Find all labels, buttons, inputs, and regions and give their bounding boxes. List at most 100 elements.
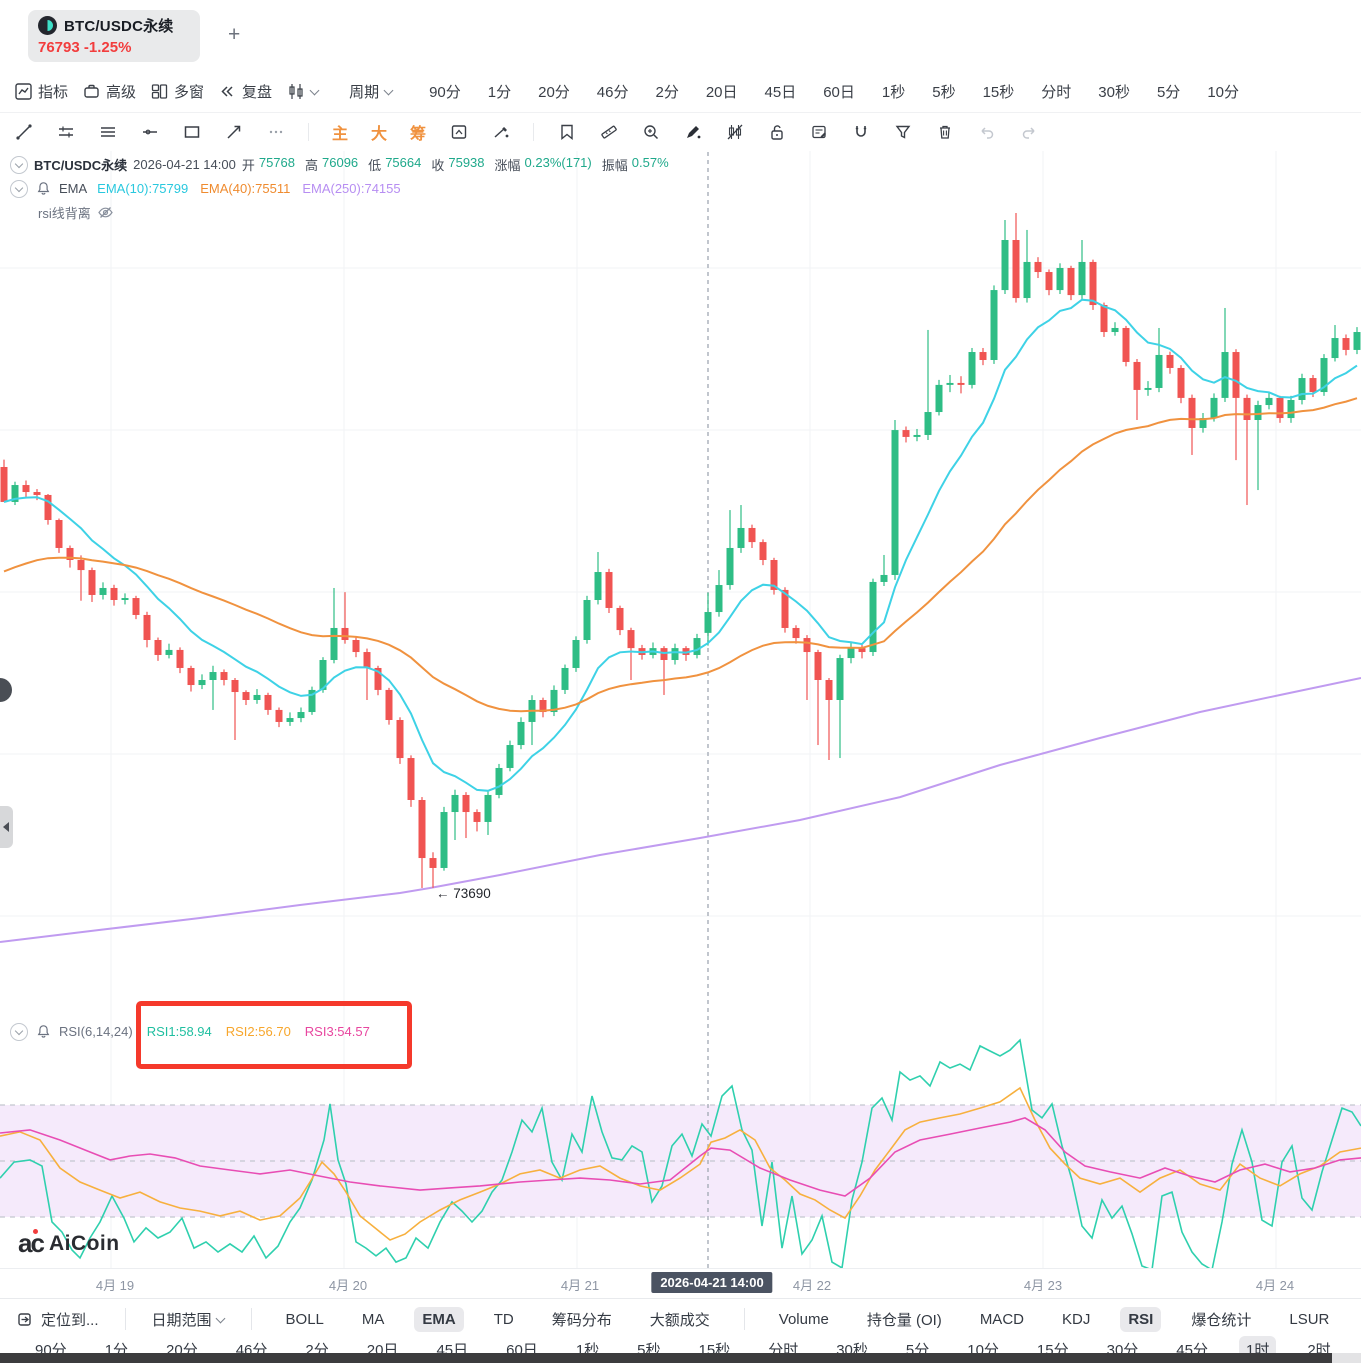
collapse-chevron-icon[interactable] (10, 155, 28, 174)
indicator-item[interactable]: 爆仓统计 (1191, 1311, 1252, 1329)
chips-toggle[interactable]: 筹 (410, 126, 427, 143)
legend-datetime: 2026-04-21 14:00 (133, 157, 236, 172)
chevron-down-icon (216, 1313, 225, 1322)
period-item[interactable]: 20日 (705, 83, 738, 101)
candlestick-icon (286, 82, 305, 101)
indicator-item[interactable]: 大额成交 (649, 1311, 710, 1329)
period-item[interactable]: 5分 (1156, 83, 1181, 101)
indicator-item[interactable]: MA (361, 1310, 385, 1328)
date-label: 4月 23 (1023, 1278, 1063, 1293)
period-item[interactable]: 46分 (596, 83, 629, 101)
period-item[interactable]: 20分 (538, 83, 570, 101)
trendline-tool-icon[interactable] (14, 123, 33, 142)
left-edge-handle[interactable] (0, 678, 12, 702)
arrow-tool-icon[interactable] (224, 123, 243, 142)
ohlc-field: 涨幅 0.23%(171) (494, 155, 592, 173)
brush-off-icon[interactable] (491, 123, 510, 142)
bottom-scrollbar[interactable] (0, 1353, 1332, 1363)
rsi-value: RSI1:58.94 (146, 1024, 212, 1039)
large-view-toggle[interactable]: 大 (371, 126, 388, 143)
period-dropdown[interactable]: 周期 (349, 81, 393, 102)
rsi-legend: RSI(6,14,24) RSI1:58.94 RSI2:56.70 RSI3:54… (10, 1022, 370, 1041)
period-item[interactable]: 10分 (1207, 83, 1239, 101)
period-item[interactable]: 1秒 (881, 83, 906, 101)
hide-candles-icon[interactable] (725, 123, 744, 142)
period-item[interactable]: 60日 (823, 83, 855, 101)
zoom-in-icon[interactable] (641, 123, 660, 142)
screenshot-icon[interactable] (449, 123, 468, 142)
chevron-down-icon (384, 85, 393, 94)
parallel-channel-tool-icon[interactable] (56, 123, 75, 142)
indicator-item[interactable]: MACD (979, 1310, 1024, 1328)
rsi-values: RSI1:58.94 RSI2:56.70 RSI3:54.57 (147, 1024, 370, 1039)
indicator-item[interactable]: EMA (414, 1306, 464, 1332)
multi-line-tool-icon[interactable] (98, 123, 117, 142)
replay-button[interactable]: 复盘 (218, 81, 272, 102)
ohlc-field: 低 75664 (368, 155, 422, 173)
multiwindow-button[interactable]: 多窗 (150, 81, 204, 102)
period-item[interactable]: 1分 (487, 83, 512, 101)
date-range-dropdown[interactable]: 日期范围 (152, 1309, 225, 1330)
chart-type-dropdown[interactable] (286, 82, 319, 101)
locate-button[interactable]: 定位到... (16, 1309, 99, 1330)
filter-icon[interactable] (893, 123, 912, 142)
rsi-highlight-annotation (136, 1001, 412, 1069)
rsi-divergence-label: rsi线背离 (38, 206, 91, 221)
divider (308, 123, 309, 141)
briefcase-icon (82, 82, 101, 101)
indicator-toolbar: 定位到... 日期范围 BOLL MA EMA TD 筹码分布 大额成交 Volume 持仓… (0, 1298, 1361, 1339)
date-label: 4月 21 (560, 1278, 600, 1293)
horizontal-ray-tool-icon[interactable] (140, 123, 159, 142)
indicator-item[interactable]: RSI (1120, 1306, 1162, 1332)
symbol-tab[interactable]: BTC/USDC永续 76793 -1.25% (28, 10, 200, 62)
indicator-item[interactable]: LSUR (1289, 1310, 1330, 1328)
note-edit-icon[interactable] (809, 123, 828, 142)
period-item[interactable]: 5秒 (932, 83, 956, 101)
indicator-item[interactable]: Volume (778, 1310, 829, 1328)
magnet-icon[interactable] (851, 123, 870, 142)
add-tab-button[interactable]: + (228, 23, 241, 46)
collapse-panel-handle[interactable] (0, 806, 13, 848)
indicator-button[interactable]: 指标 (14, 81, 68, 102)
redo-icon[interactable] (1019, 123, 1038, 142)
main-chart-toggle[interactable]: 主 (332, 126, 349, 143)
indicator-item[interactable]: 持仓量 (OI) (866, 1311, 942, 1329)
indicator-icon (14, 82, 33, 101)
aicoin-watermark: ac AiCoin (18, 1228, 120, 1259)
period-item[interactable]: 分时 (1041, 83, 1072, 101)
ohlc-field: 高 76096 (305, 155, 359, 173)
indicator-item[interactable]: KDJ (1061, 1310, 1091, 1328)
advanced-button[interactable]: 高级 (82, 81, 136, 102)
period-item[interactable]: 15秒 (982, 83, 1015, 101)
coin-icon (38, 16, 57, 35)
more-tools-icon[interactable] (266, 123, 285, 142)
rsi-value: RSI2:56.70 (225, 1024, 291, 1039)
collapse-chevron-icon[interactable] (10, 1022, 28, 1041)
rsi-value: RSI3:54.57 (304, 1024, 370, 1039)
indicator-item[interactable]: 筹码分布 (551, 1311, 612, 1329)
bookmark-icon[interactable] (557, 123, 576, 142)
period-item[interactable]: 90分 (429, 83, 461, 101)
ohlc-fields: 开 75768 高 76096 低 75664 收 75938 涨幅 0.23%(171) 振幅 0.… (242, 155, 669, 174)
multi-window-icon (150, 82, 169, 101)
period-item[interactable]: 45日 (764, 83, 797, 101)
main-toolbar: 指标 高级 多窗 复盘 周期 90分 1分 20分 46分 2分 20日 45日 60日 1秒 5… (0, 70, 1361, 112)
date-label: 4月 24 (1255, 1278, 1295, 1293)
indicator-item[interactable]: TD (493, 1310, 514, 1328)
pen-tool-icon[interactable] (683, 123, 702, 142)
rectangle-tool-icon[interactable] (182, 123, 201, 142)
indicator-item[interactable]: BOLL (285, 1310, 324, 1328)
ruler-icon[interactable] (599, 123, 618, 142)
period-item[interactable]: 2分 (655, 83, 679, 101)
eye-off-icon[interactable] (97, 204, 114, 221)
date-axis[interactable]: 4月 19 4月 20 4月 21 4月 22 4月 23 4月 24 2026-04-2… (0, 1268, 1361, 1299)
period-item[interactable]: 30秒 (1098, 83, 1130, 101)
lock-open-icon[interactable] (767, 123, 786, 142)
legend-symbol: BTC/USDC永续 (34, 158, 128, 173)
alert-bell-icon[interactable] (34, 1022, 53, 1041)
trash-icon[interactable] (935, 123, 954, 142)
undo-icon[interactable] (977, 123, 996, 142)
collapse-chevron-icon[interactable] (10, 179, 28, 198)
alert-bell-icon[interactable] (34, 179, 53, 198)
